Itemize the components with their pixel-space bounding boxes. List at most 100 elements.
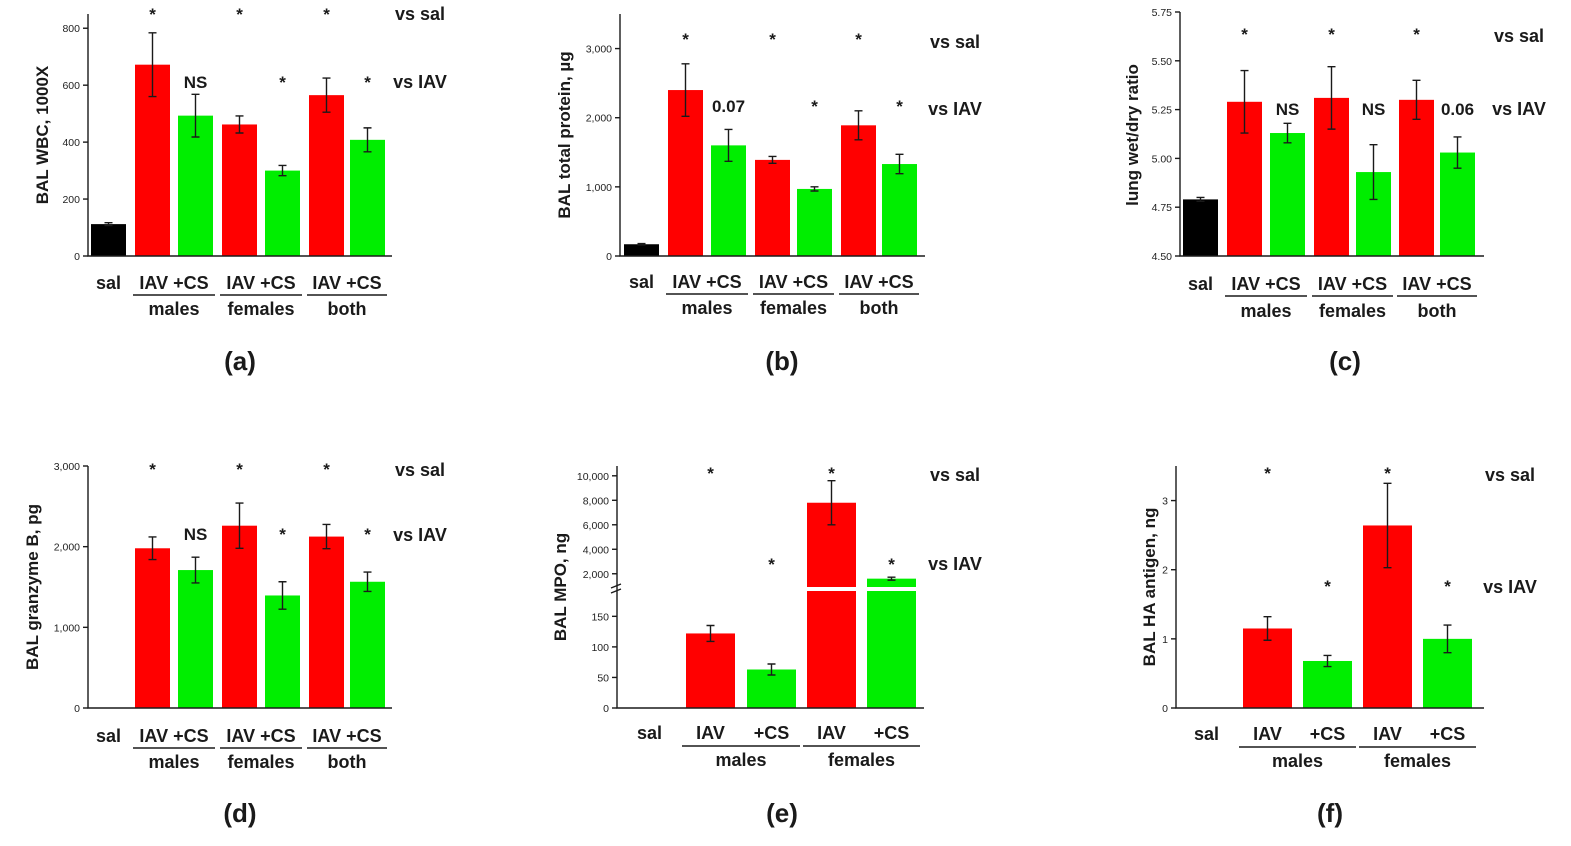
y-tick-label: 4,000 [583,544,609,556]
significance-vs-iav: NS [1276,100,1300,119]
error-bar-d-1 [148,536,157,561]
bar-f-1 [1243,628,1292,708]
bar-f-2 [1303,660,1352,708]
bar-e-3 [807,502,856,708]
bar-e-1 [686,633,735,708]
error-bar-f-3 [1383,482,1392,569]
bar-b-5 [841,125,876,256]
significance-vs-sal: * [707,464,714,483]
vs-sal-label: vs sal [930,32,980,52]
significance-vs-sal: * [682,30,689,49]
group-label: males [148,299,199,319]
bar-c-6 [1440,152,1475,256]
y-tick-label: 10,000 [577,471,609,483]
y-tick-label: 200 [62,194,80,206]
group-label: males [1272,751,1323,771]
x-tick-label: IAV [1253,724,1282,744]
significance-vs-sal: * [769,30,776,49]
bar-e-4 [867,578,916,708]
x-tick-label: sal [96,726,121,746]
y-axis-label: BAL granzyme B, pg [23,504,42,670]
y-tick-label: 4.50 [1152,251,1173,263]
error-bar-c-6 [1453,136,1462,169]
significance-vs-sal: * [1241,25,1248,44]
bar-d-5 [309,536,344,708]
y-tick-label: 100 [591,642,609,654]
significance-vs-iav: NS [1362,100,1386,119]
y-tick-label: 2 [1162,565,1168,577]
significance-vs-iav: * [364,73,371,92]
bar-a-2 [178,115,213,256]
y-tick-label: 1,000 [586,182,612,194]
error-bar-e-4 [887,576,896,581]
significance-vs-iav: * [279,73,286,92]
error-bar-a-5 [322,77,331,113]
error-bar-c-2 [1283,122,1292,144]
axis-break-gap [618,587,925,591]
bar-b-2 [711,145,746,256]
significance-vs-iav: * [1444,577,1451,596]
error-bar-c-3 [1327,65,1336,130]
error-bar-d-3 [235,502,244,549]
x-tick-label: IAV +CS [1318,274,1387,294]
significance-vs-sal: * [1413,25,1420,44]
x-tick-label: sal [96,273,121,293]
error-bar-c-0 [1196,196,1205,203]
y-tick-label: 0 [74,703,80,715]
y-axis-label: BAL total protein, µg [555,51,574,218]
group-label: both [860,298,899,318]
x-tick-label: +CS [874,723,910,743]
y-tick-label: 600 [62,80,80,92]
bar-b-0 [624,244,659,256]
significance-vs-iav: NS [184,73,208,92]
group-label: females [1319,301,1386,321]
panel-label: (d) [223,798,256,828]
group-label: males [681,298,732,318]
bar-d-4 [265,595,300,708]
error-bar-f-4 [1443,624,1452,654]
y-tick-label: 6,000 [583,520,609,532]
bar-b-1 [668,90,703,256]
significance-vs-sal: * [323,5,330,24]
error-bar-a-1 [148,32,157,98]
error-bar-d-6 [363,571,372,593]
panel-label: (b) [765,346,798,376]
y-tick-label: 5.25 [1152,105,1173,117]
y-tick-label: 50 [597,672,609,684]
significance-vs-sal: * [828,464,835,483]
y-tick-label: 400 [62,137,80,149]
y-tick-label: 5.00 [1152,153,1173,165]
bar-d-3 [222,525,257,708]
y-tick-label: 0 [606,251,612,263]
vs-sal-label: vs sal [1485,465,1535,485]
significance-vs-iav: 0.06 [1441,100,1474,119]
significance-vs-iav: * [768,555,775,574]
chart-panel-e: 0 50 100 150 2,000 4,000 6,000 8,000 10,000 BAL M… [551,464,982,828]
error-bar-b-3 [768,155,777,165]
panel-label: (a) [224,346,256,376]
x-tick-label: +CS [1310,724,1346,744]
significance-vs-iav: * [279,525,286,544]
x-tick-label: sal [629,272,654,292]
x-tick-label: sal [637,723,662,743]
significance-vs-sal: * [855,30,862,49]
significance-vs-iav: * [1324,577,1331,596]
y-tick-label: 2,000 [586,113,612,125]
significance-vs-iav: NS [184,525,208,544]
significance-vs-sal: * [236,5,243,24]
error-bar-d-4 [278,581,287,610]
x-tick-label: +CS [754,723,790,743]
x-tick-label: sal [1194,724,1219,744]
y-tick-label: 4.75 [1152,202,1173,214]
error-bar-b-2 [724,128,733,162]
error-bar-b-4 [810,186,819,192]
y-tick-label: 150 [591,611,609,623]
y-tick-label: 5.50 [1152,56,1173,68]
y-tick-label: 0 [1162,703,1168,715]
significance-vs-sal: * [323,460,330,479]
significance-vs-iav: * [811,97,818,116]
error-bar-a-4 [278,164,287,177]
x-tick-label: IAV [1373,724,1402,744]
vs-iav-label: vs IAV [393,72,447,92]
